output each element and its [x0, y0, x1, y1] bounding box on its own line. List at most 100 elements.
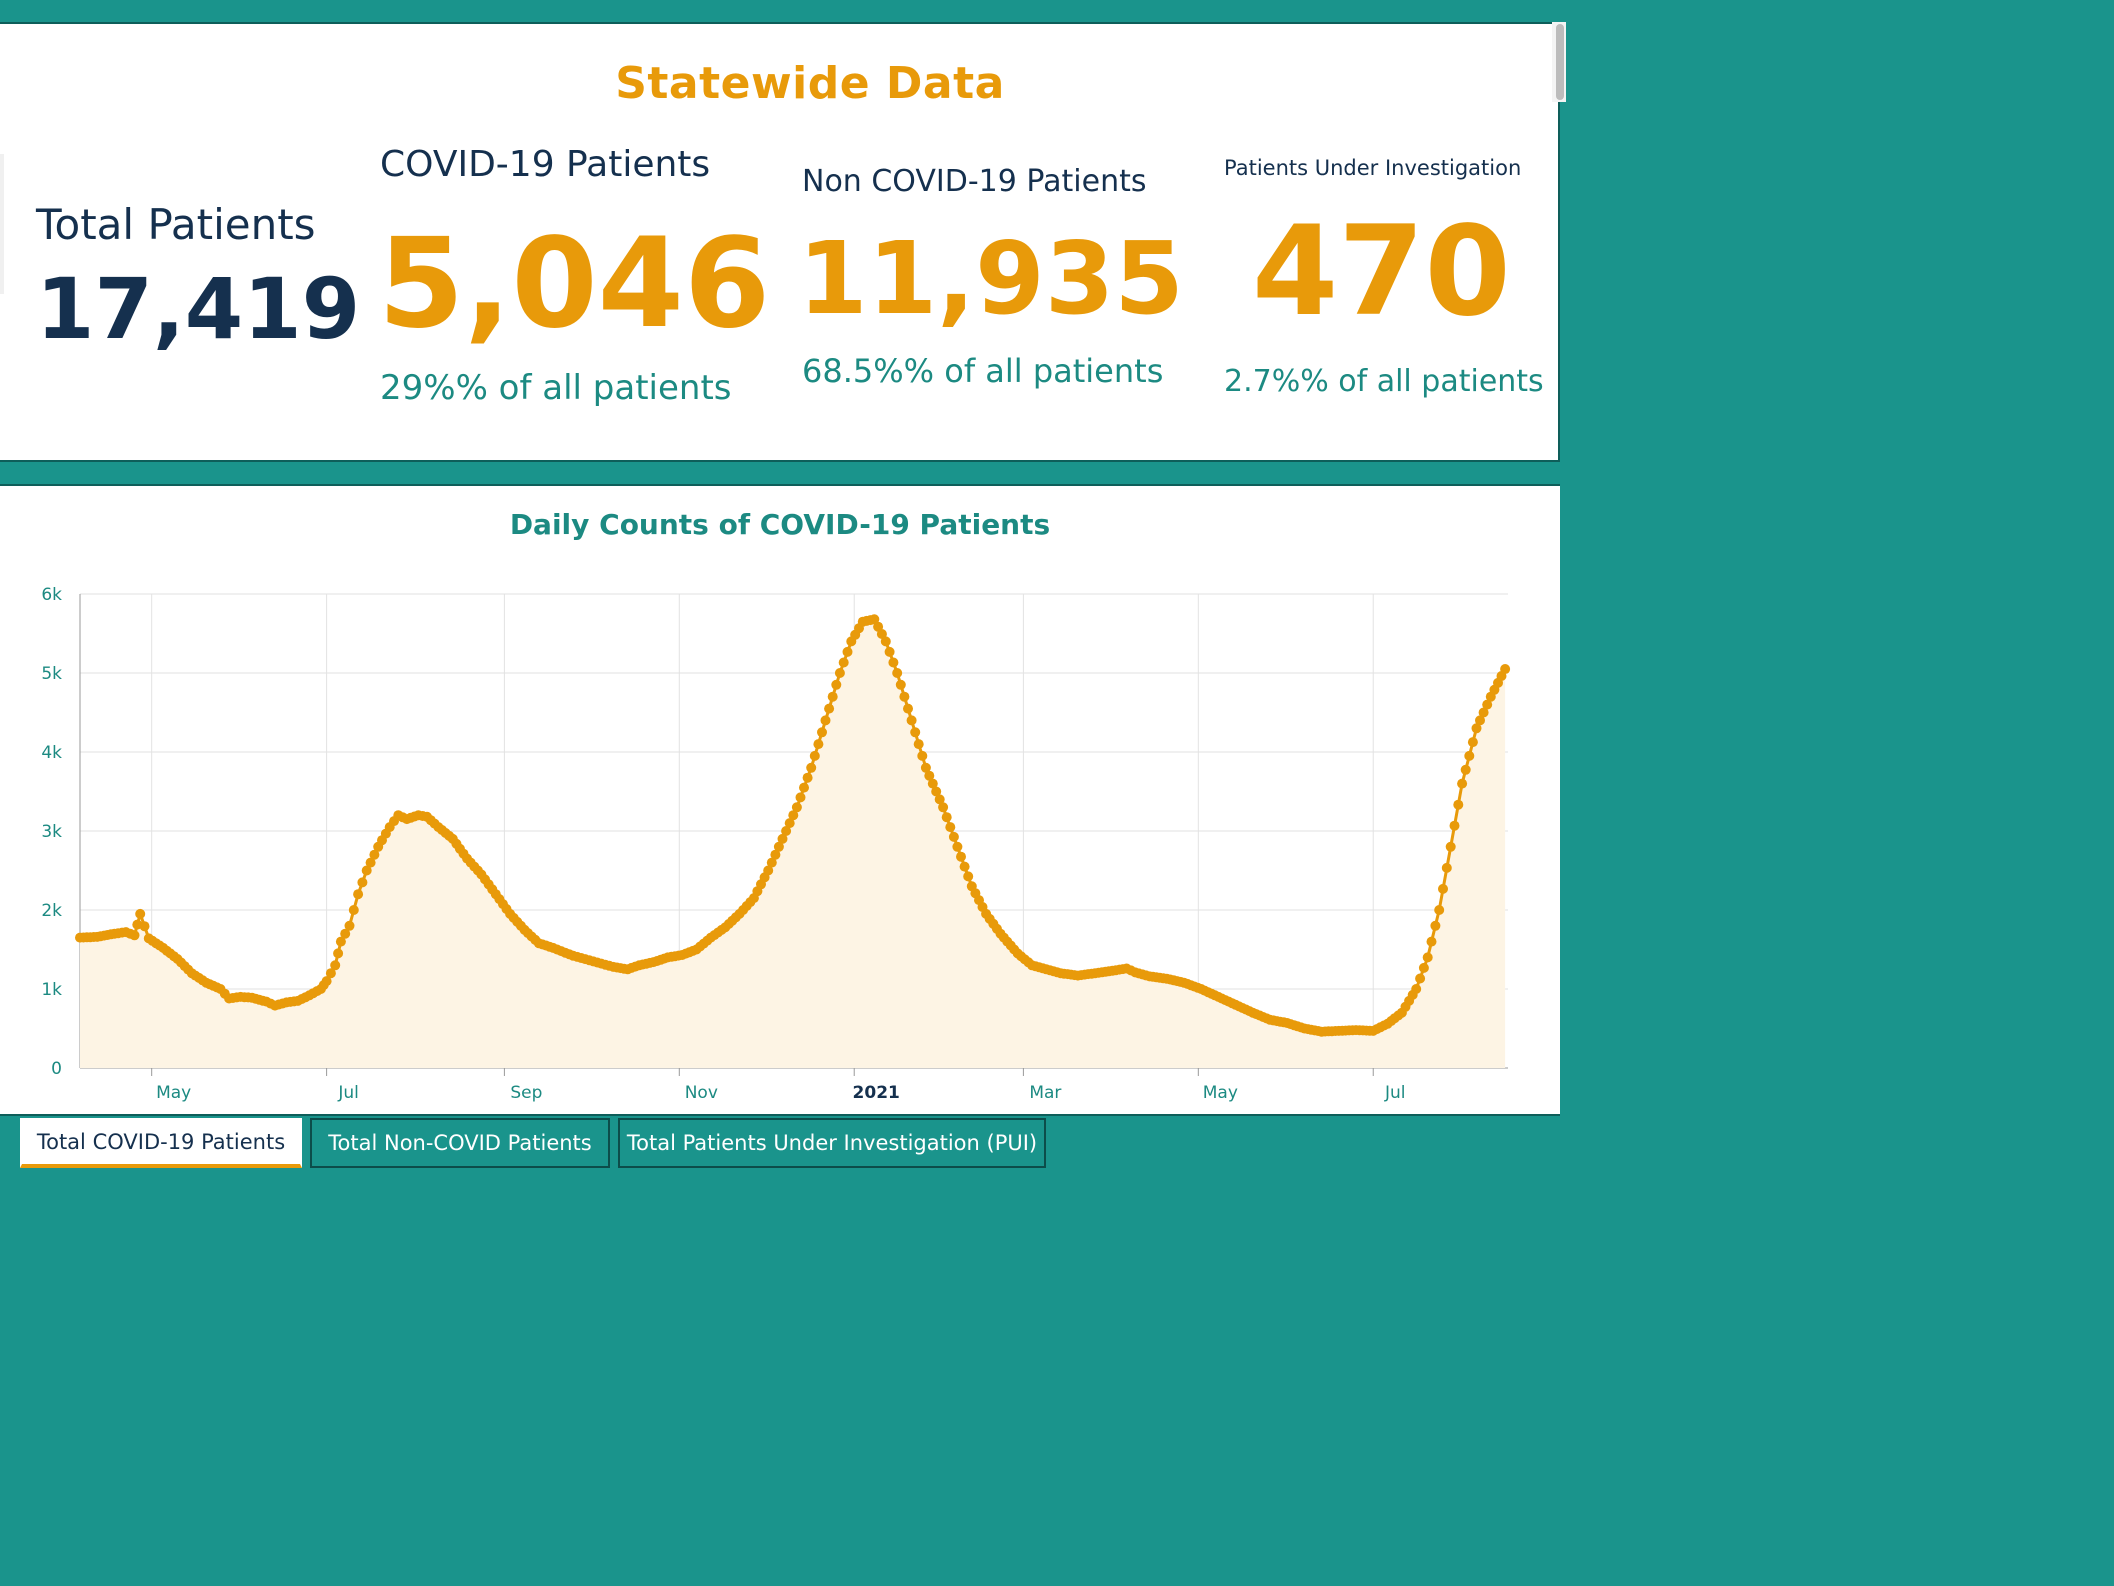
data-point	[892, 668, 903, 678]
data-point	[827, 691, 838, 702]
data-point	[913, 739, 924, 750]
data-point	[924, 770, 935, 781]
data-point	[895, 679, 906, 690]
panel-edge	[0, 154, 4, 294]
data-point	[1415, 973, 1426, 984]
data-point	[766, 857, 777, 868]
x-tick-label: Mar	[1029, 1083, 1061, 1103]
data-point	[1430, 920, 1441, 931]
scrollbar[interactable]	[1552, 22, 1566, 102]
statewide-panel: Statewide Data Total Patients 17,419 COV…	[0, 22, 1560, 462]
data-point	[927, 778, 938, 789]
covid-patients-pct: 29%% of all patients	[380, 368, 732, 408]
data-point	[820, 715, 831, 726]
page-title: Statewide Data	[615, 58, 1005, 109]
data-point	[917, 750, 928, 761]
y-tick-label: 2k	[41, 901, 62, 921]
data-point	[1475, 715, 1485, 726]
data-point	[884, 646, 895, 657]
data-point	[1418, 962, 1429, 973]
data-point	[809, 750, 820, 761]
data-point	[348, 905, 359, 915]
data-point	[330, 960, 341, 971]
data-point	[880, 636, 891, 647]
data-point	[952, 841, 963, 852]
data-point	[842, 646, 853, 657]
y-tick-label: 1k	[41, 980, 62, 1000]
data-point	[340, 928, 351, 939]
data-point	[1438, 883, 1448, 894]
data-point	[869, 614, 880, 625]
data-point	[335, 936, 346, 947]
scrollbar-thumb[interactable]	[1556, 24, 1564, 100]
x-tick-label: Jul	[337, 1083, 359, 1103]
data-point	[802, 772, 813, 783]
data-point	[784, 818, 795, 829]
y-tick-label: 4k	[41, 743, 62, 763]
data-point	[817, 727, 827, 738]
data-point	[945, 822, 956, 833]
data-point	[834, 668, 845, 678]
data-point	[903, 703, 913, 714]
data-point	[781, 826, 792, 836]
data-point	[353, 889, 364, 900]
covid-patients-value: 5,046	[378, 212, 771, 356]
noncovid-patients-pct: 68.5%% of all patients	[802, 352, 1164, 390]
data-point	[365, 857, 376, 868]
data-point	[770, 849, 781, 860]
data-point	[773, 841, 784, 852]
data-point	[777, 833, 788, 844]
data-point	[139, 921, 150, 932]
y-tick-label: 5k	[41, 664, 62, 684]
data-point	[948, 831, 959, 842]
y-tick-label: 6k	[41, 585, 62, 605]
data-point	[910, 727, 921, 738]
pui-pct: 2.7%% of all patients	[1224, 364, 1544, 399]
data-point	[824, 703, 835, 714]
data-point	[344, 920, 355, 931]
data-point	[325, 968, 336, 979]
chart-panel: Daily Counts of COVID-19 Patients 0 1k 2k 3…	[0, 484, 1560, 1116]
data-point	[788, 810, 799, 821]
y-tick-label: 3k	[41, 822, 62, 842]
daily-counts-chart: 0 1k 2k 3k 4k 5k 6k May Jul Sep Nov 2021 Mar May Jul	[41, 585, 1511, 1103]
data-point	[1471, 723, 1482, 734]
data-point	[813, 739, 824, 750]
data-point	[963, 871, 974, 882]
data-point	[1478, 707, 1489, 718]
chart-title: Daily Counts of COVID-19 Patients	[509, 508, 1051, 541]
data-point	[1453, 799, 1464, 810]
data-point	[920, 762, 931, 773]
x-tick-label: May	[156, 1083, 191, 1103]
data-point	[791, 802, 802, 813]
data-point	[357, 877, 368, 888]
data-point	[1449, 820, 1460, 831]
x-tick-label: Nov	[685, 1083, 718, 1103]
data-point	[333, 948, 344, 959]
data-point	[1457, 778, 1468, 789]
data-point	[369, 849, 380, 860]
tab-total-pui[interactable]: Total Patients Under Investigation (PUI)	[618, 1118, 1046, 1168]
data-point	[941, 812, 952, 823]
data-point	[1441, 862, 1452, 873]
data-point	[799, 782, 809, 793]
noncovid-patients-label: Non COVID-19 Patients	[802, 164, 1147, 199]
data-point	[938, 802, 949, 813]
data-point	[1460, 764, 1471, 775]
data-point	[934, 794, 945, 805]
y-tick-label: 0	[51, 1059, 62, 1079]
data-point	[931, 786, 942, 797]
data-point	[956, 851, 966, 862]
data-point	[959, 861, 970, 872]
data-point	[1467, 737, 1478, 748]
data-point	[1500, 664, 1511, 675]
pui-value: 470	[1252, 200, 1511, 344]
tab-total-noncovid[interactable]: Total Non-COVID Patients	[310, 1118, 610, 1168]
data-point	[129, 930, 140, 941]
tab-total-covid[interactable]: Total COVID-19 Patients	[20, 1118, 302, 1168]
x-tick-label: Jul	[1384, 1083, 1406, 1103]
total-patients-label: Total Patients	[36, 200, 316, 249]
data-point	[763, 865, 774, 876]
data-point	[1482, 699, 1493, 710]
data-point	[806, 762, 817, 773]
